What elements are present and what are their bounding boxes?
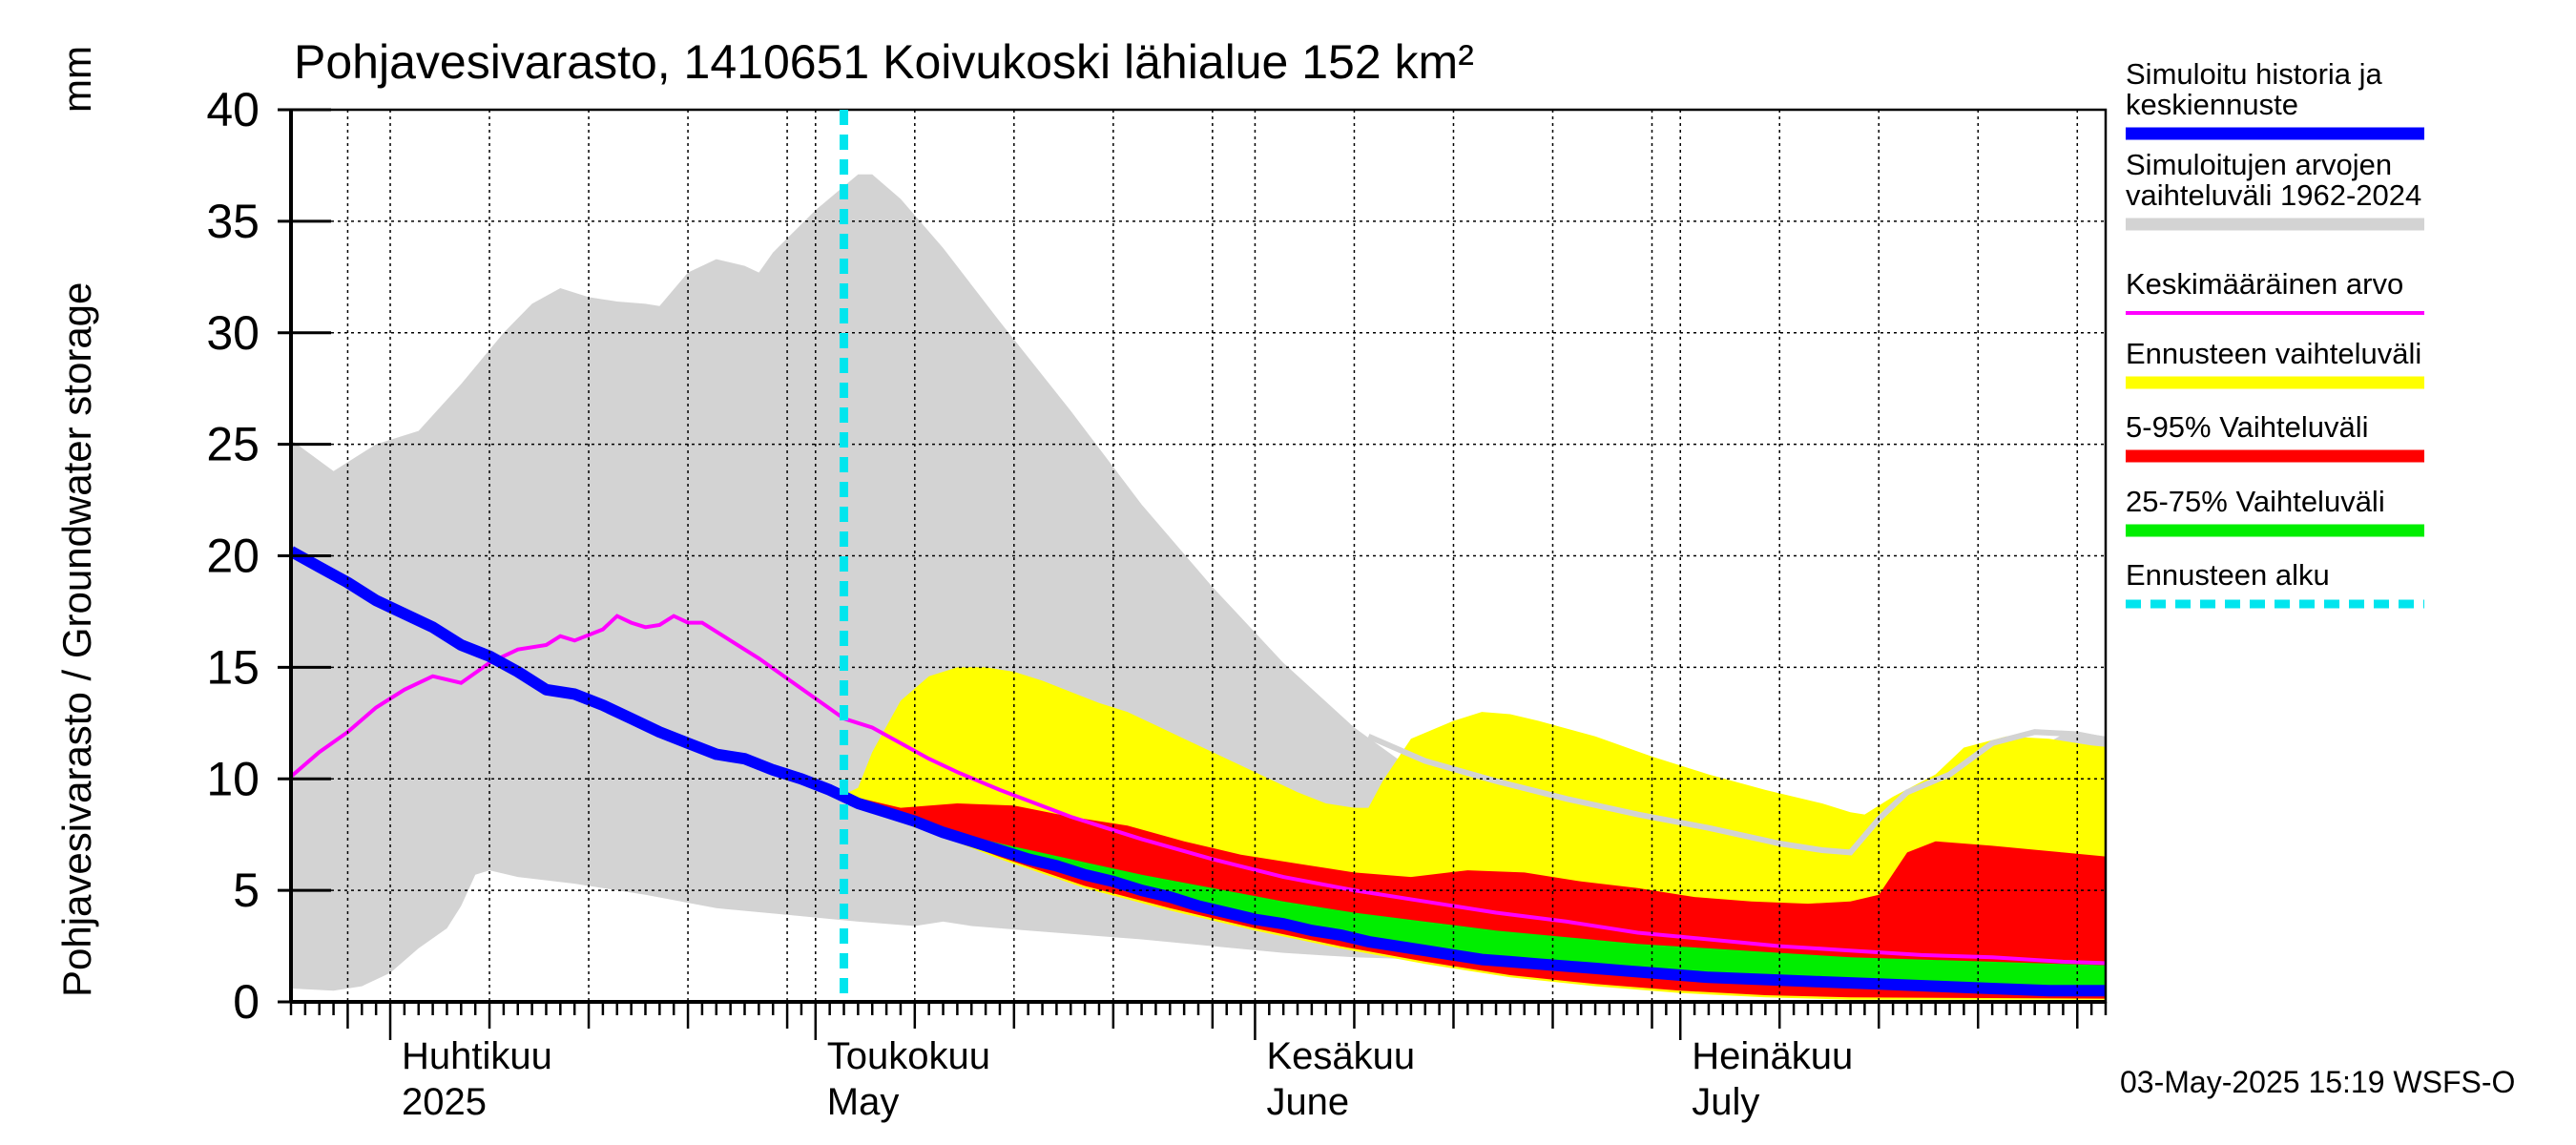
series-layer xyxy=(291,174,2106,1000)
y-tick-label: 0 xyxy=(233,975,260,1029)
legend-label: vaihteluväli 1962-2024 xyxy=(2126,178,2421,212)
legend-label: Ennusteen vaihteluväli xyxy=(2126,337,2421,370)
legend-label: Keskimääräinen arvo xyxy=(2126,267,2403,301)
x-month-label-en: May xyxy=(827,1081,900,1123)
x-month-label: Heinäkuu xyxy=(1692,1035,1853,1077)
chart-title: Pohjavesivarasto, 1410651 Koivukoski läh… xyxy=(294,35,1474,89)
axis-layer: 0510152025303540Huhtikuu2025ToukokuuMayK… xyxy=(206,83,2108,1123)
y-tick-label: 35 xyxy=(206,195,260,248)
y-tick-label: 15 xyxy=(206,640,260,694)
footer-timestamp: 03-May-2025 15:19 WSFS-O xyxy=(2120,1065,2515,1099)
legend-item-p5_95: 5-95% Vaihteluväli xyxy=(2126,410,2424,463)
grid-layer xyxy=(291,110,2106,1002)
y-tick-label: 25 xyxy=(206,418,260,471)
p25-75-band xyxy=(843,794,2106,992)
y-tick-label: 5 xyxy=(233,864,260,917)
y-tick-label: 30 xyxy=(206,306,260,360)
legend-item-mean: Keskimääräinen arvo xyxy=(2126,267,2424,315)
history-line xyxy=(291,546,2106,997)
y-axis-unit: mm xyxy=(54,46,99,113)
x-month-label: Toukokuu xyxy=(827,1035,990,1077)
y-axis-label: Pohjavesivarasto / Groundwater storage xyxy=(54,282,99,997)
y-tick-label: 10 xyxy=(206,752,260,805)
x-month-label-en: June xyxy=(1266,1081,1349,1123)
x-month-label-en: July xyxy=(1692,1081,1759,1123)
y-tick-label: 40 xyxy=(206,83,260,136)
legend-label: Simuloitu historia ja xyxy=(2126,57,2383,91)
legend-label: Ennusteen alku xyxy=(2126,558,2330,592)
x-month-label: Kesäkuu xyxy=(1266,1035,1415,1077)
range-forecast-line xyxy=(1367,729,2106,856)
legend-item-forecast_range: Ennusteen vaihteluväli xyxy=(2126,337,2424,389)
legend-label: 5-95% Vaihteluväli xyxy=(2126,410,2368,444)
legend-label: 25-75% Vaihteluväli xyxy=(2126,485,2385,518)
y-tick-label: 20 xyxy=(206,530,260,583)
legend-item-forecast_start: Ennusteen alku xyxy=(2126,558,2424,609)
legend: Simuloitu historia jakeskiennusteSimuloi… xyxy=(2126,57,2424,609)
x-month-label: Huhtikuu xyxy=(402,1035,552,1077)
legend-item-p25_75: 25-75% Vaihteluväli xyxy=(2126,485,2424,537)
legend-label: Simuloitujen arvojen xyxy=(2126,148,2392,181)
legend-label: keskiennuste xyxy=(2126,88,2298,121)
x-month-label-en: 2025 xyxy=(402,1081,487,1123)
